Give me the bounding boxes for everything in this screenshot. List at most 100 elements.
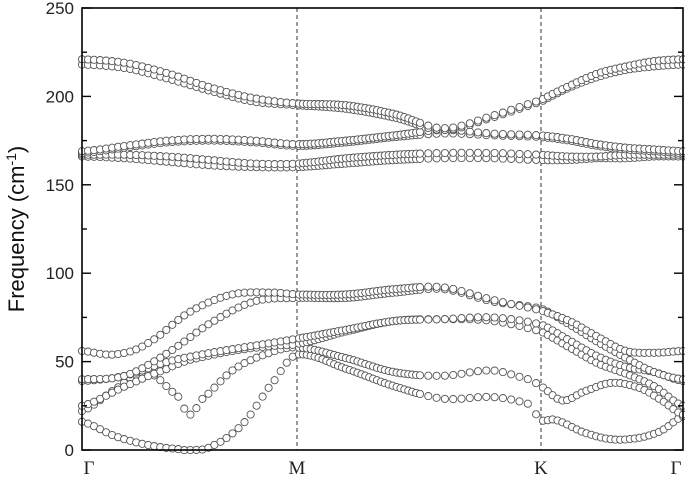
data-point xyxy=(490,148,499,158)
data-point xyxy=(482,392,491,401)
data-point xyxy=(424,371,433,380)
data-point xyxy=(440,148,449,158)
data-point xyxy=(432,393,441,402)
data-point xyxy=(234,424,243,433)
data-point xyxy=(210,316,219,325)
data-point xyxy=(473,116,483,125)
data-point xyxy=(192,404,201,413)
data-point xyxy=(449,370,458,380)
data-point xyxy=(234,362,243,371)
data-point xyxy=(415,118,425,127)
y-tick-label: 250 xyxy=(46,0,74,18)
data-point xyxy=(523,375,532,384)
band-band-6 xyxy=(77,282,685,359)
data-point xyxy=(432,371,441,380)
data-point xyxy=(515,372,524,381)
data-point xyxy=(180,404,189,413)
data-point xyxy=(507,149,516,158)
data-point xyxy=(440,283,449,292)
data-point xyxy=(465,393,474,403)
data-point xyxy=(264,383,273,392)
data-point xyxy=(515,149,524,158)
data-point xyxy=(156,330,165,339)
data-point xyxy=(482,366,491,375)
data-point xyxy=(473,148,483,157)
data-point xyxy=(523,399,532,408)
data-point xyxy=(432,282,441,291)
data-point xyxy=(150,357,159,366)
data-point xyxy=(490,313,499,322)
data-point xyxy=(440,315,449,324)
data-point xyxy=(532,326,541,335)
data-point xyxy=(432,123,441,132)
y-tick-label: 150 xyxy=(46,176,74,195)
data-point xyxy=(240,418,249,427)
data-point xyxy=(228,429,237,438)
data-point xyxy=(415,315,425,324)
data-point xyxy=(432,149,441,158)
data-point xyxy=(216,437,225,446)
data-point xyxy=(532,305,541,314)
data-point xyxy=(498,108,507,117)
data-point xyxy=(457,314,466,323)
data-point xyxy=(498,368,507,377)
data-point xyxy=(222,433,231,443)
y-axis-label: Frequency (cm-1) xyxy=(3,146,29,313)
data-point xyxy=(490,296,499,305)
data-point xyxy=(192,328,201,337)
data-point xyxy=(532,97,541,106)
data-point xyxy=(482,113,491,122)
data-point xyxy=(150,335,159,344)
data-point xyxy=(424,149,433,158)
data-point xyxy=(276,367,285,376)
data-point xyxy=(473,313,483,322)
high-symmetry-label: Γ xyxy=(84,458,95,479)
data-point xyxy=(507,395,516,404)
data-point xyxy=(482,148,491,157)
data-point xyxy=(482,294,491,303)
data-point xyxy=(449,284,458,293)
data-point xyxy=(507,299,516,309)
data-point xyxy=(507,130,516,139)
y-tick-label: 100 xyxy=(46,264,74,283)
data-point xyxy=(532,150,541,159)
data-point xyxy=(523,317,532,326)
data-point xyxy=(424,315,433,324)
y-tick-label: 200 xyxy=(46,87,74,106)
high-symmetry-label: K xyxy=(534,458,548,479)
data-point xyxy=(174,341,183,350)
data-point xyxy=(156,376,165,385)
data-point xyxy=(415,149,425,158)
data-point xyxy=(507,315,516,324)
data-point xyxy=(415,127,425,137)
data-point xyxy=(457,148,466,157)
data-point xyxy=(515,301,524,310)
data-point xyxy=(168,320,177,329)
data-point xyxy=(204,389,213,398)
data-point xyxy=(523,130,532,139)
data-point xyxy=(449,123,458,132)
data-point xyxy=(246,410,255,419)
high-symmetry-label: Γ xyxy=(671,458,682,479)
data-point xyxy=(515,102,524,112)
data-point xyxy=(156,353,165,362)
data-point xyxy=(523,303,532,312)
data-point xyxy=(186,410,195,419)
data-point xyxy=(282,358,291,367)
data-point xyxy=(415,389,425,399)
data-point xyxy=(498,149,507,158)
data-point xyxy=(180,311,189,320)
data-point xyxy=(457,394,466,403)
band-band-1-acoustic-TA xyxy=(77,350,685,455)
band-band-7 xyxy=(77,152,685,172)
data-point xyxy=(228,366,237,375)
data-point xyxy=(168,387,177,396)
data-point xyxy=(174,315,183,324)
data-point xyxy=(473,128,483,137)
data-point xyxy=(515,316,524,325)
band-markers xyxy=(77,55,685,455)
data-point xyxy=(473,291,483,300)
data-point xyxy=(449,148,458,157)
data-point xyxy=(473,393,483,402)
